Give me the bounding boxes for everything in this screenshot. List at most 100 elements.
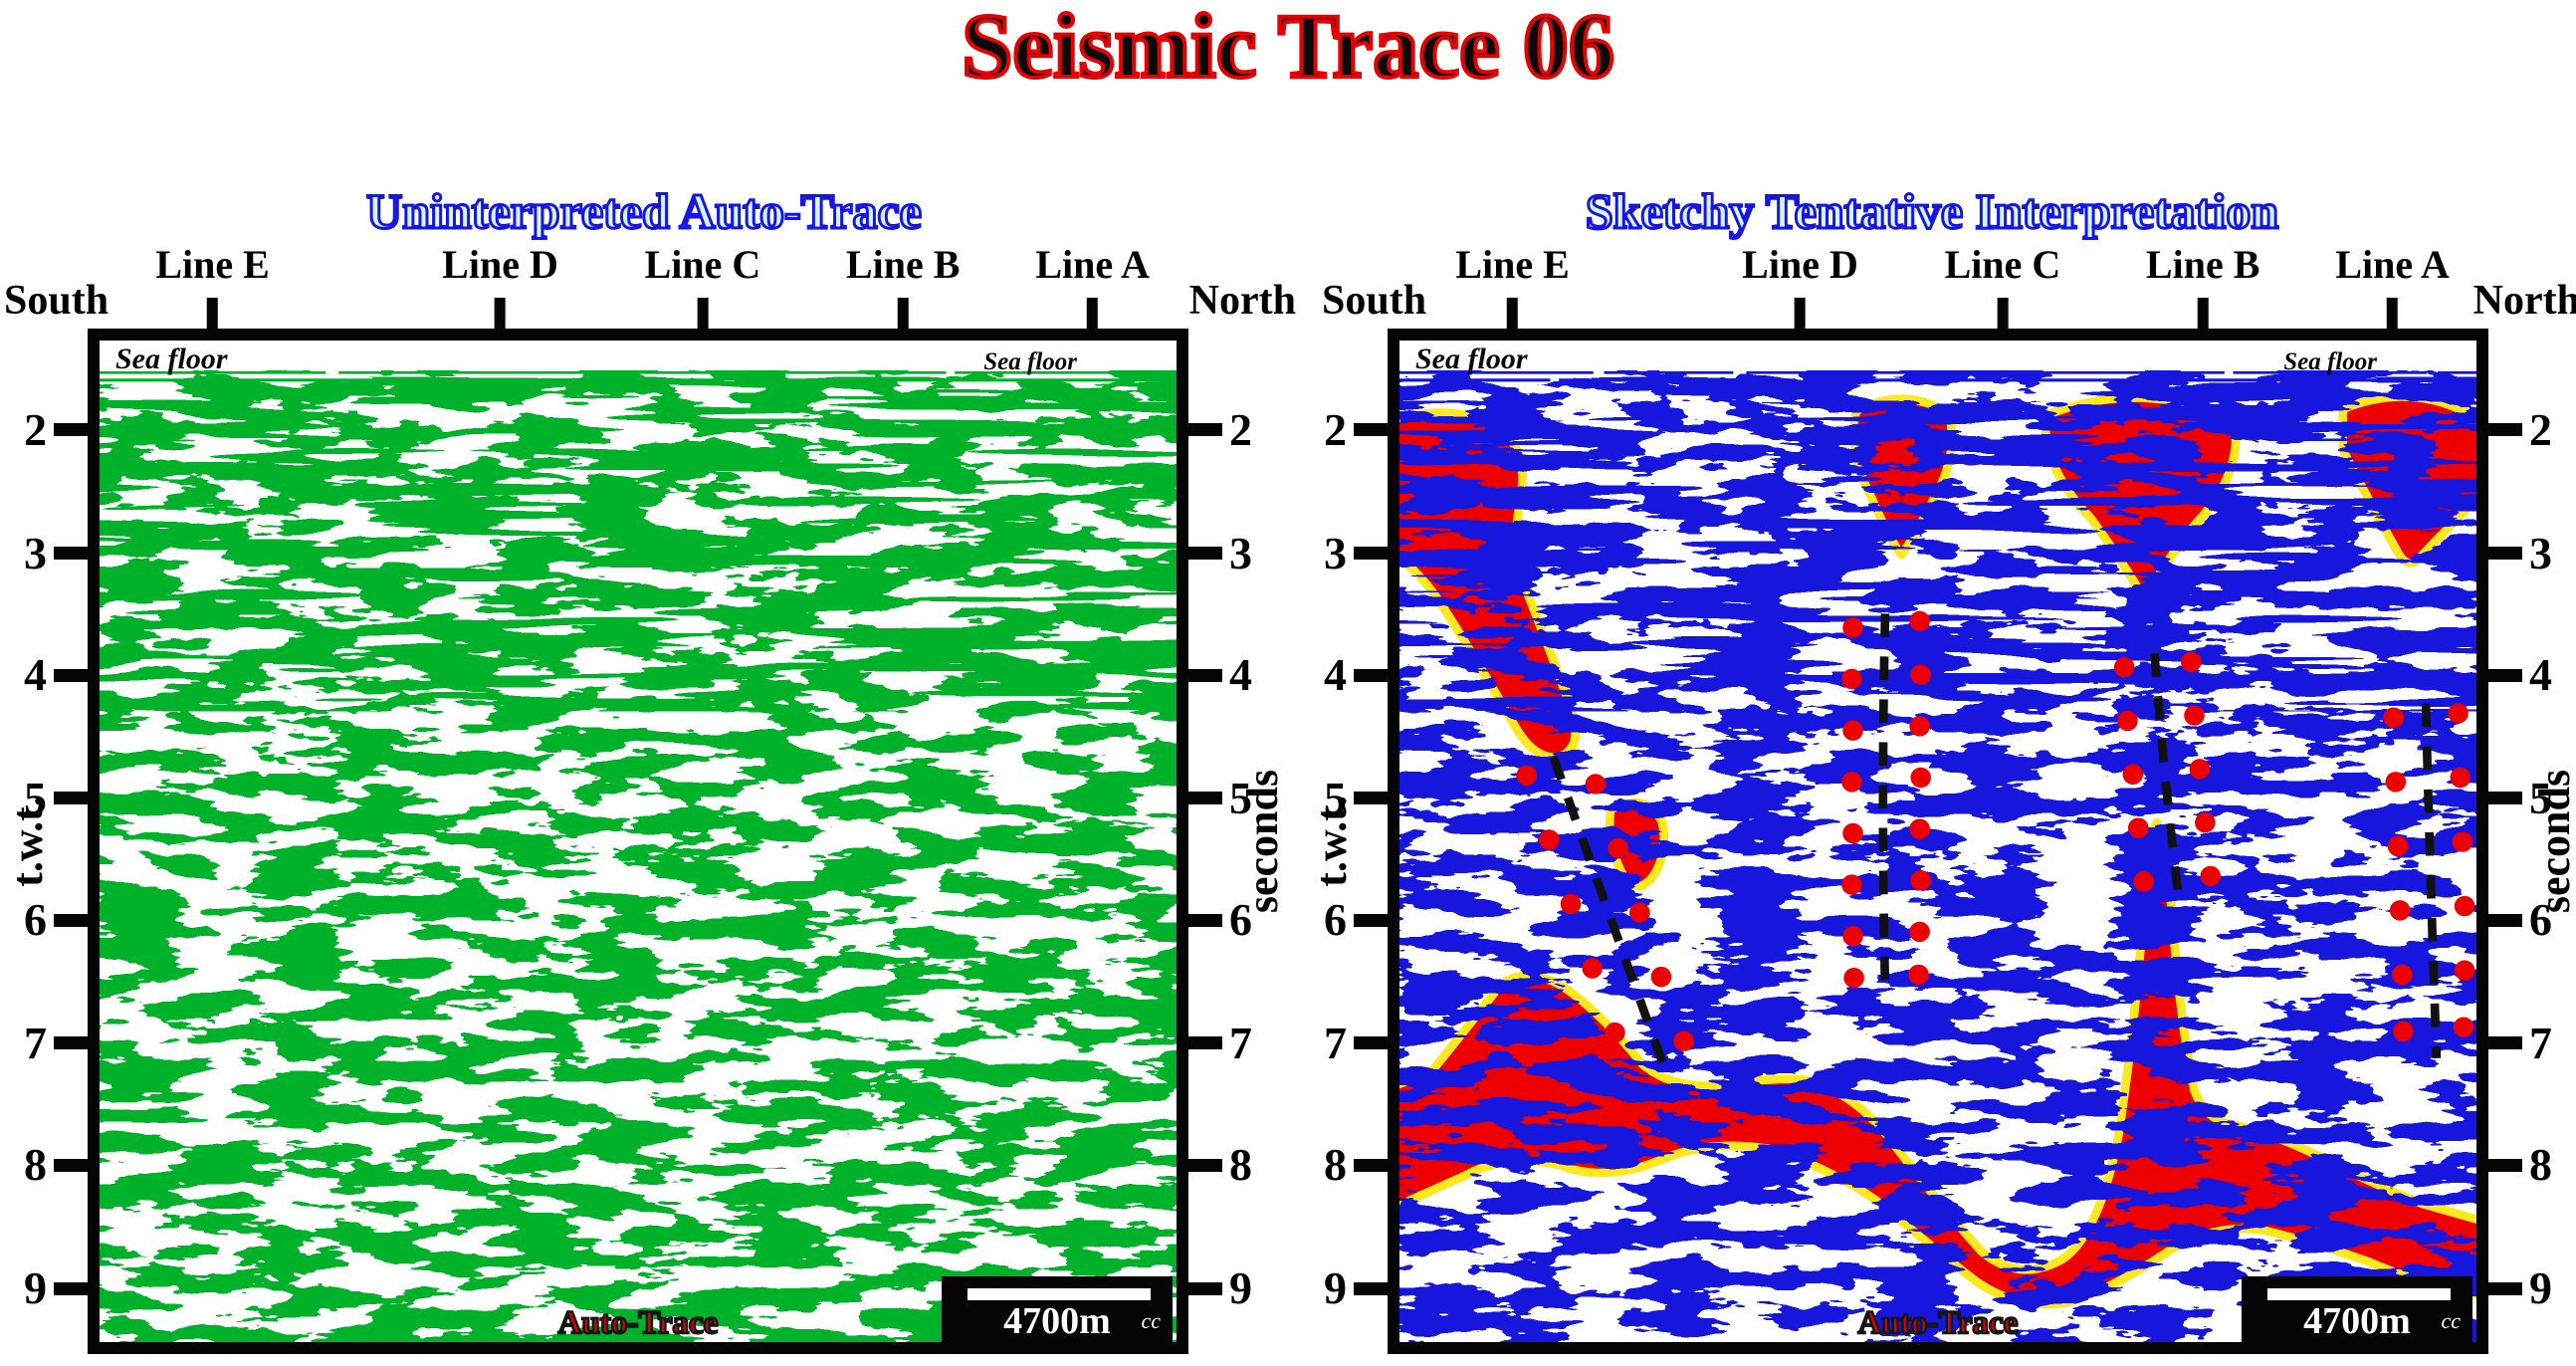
line-e-mark: Line E [1455, 241, 1570, 331]
fault-2 [1878, 613, 1890, 991]
tick-mark [1188, 792, 1222, 805]
tick-mark [1188, 1158, 1222, 1172]
panel-section-uninterpreted: Uninterpreted Auto-Trace South Line E Li… [0, 92, 1296, 1354]
line-label: Line C [1944, 242, 2061, 287]
tick-mark [2488, 423, 2522, 437]
seismic-trace-image-green [100, 341, 1177, 1342]
y-tick: 3 [24, 530, 88, 576]
fault-dots [1516, 610, 2475, 1051]
left-header-row: South Line E Line D Line C Line B Line A… [0, 239, 1296, 331]
y-tick: 3 [2488, 530, 2552, 576]
left-axis-gutter: t.w.t. 2 3 4 5 6 7 8 9 [1288, 329, 1388, 1354]
figure-title: Seismic Trace 06 [960, 0, 1616, 97]
line-label: Line B [2145, 242, 2260, 287]
right-header-row: South Line E Line D Line C Line B Line A… [1288, 239, 2576, 331]
left-body-row: t.w.t. 2 3 4 5 6 7 8 9 [0, 329, 1288, 1354]
line-tick [495, 298, 506, 331]
left-axis-gutter: t.w.t. 2 3 4 5 6 7 8 9 [0, 329, 88, 1354]
seismic-panel-interpretation: Sea floor Sea floor Auto-Trace 4700m cc [1388, 329, 2488, 1354]
y-tick: 5 [1324, 775, 1388, 821]
tick-mark [1354, 1281, 1388, 1295]
line-a-mark: Line A [1035, 241, 1150, 331]
fault-1 [1549, 756, 1673, 1081]
y-tick: 8 [1324, 1142, 1388, 1188]
north-label: North [1188, 278, 1296, 324]
seafloor-trace-line [100, 370, 1177, 382]
y-tick: 8 [24, 1142, 88, 1188]
y-tick: 6 [1188, 897, 1252, 943]
seismic-texture [1399, 389, 2476, 1342]
seafloor-label-left: Sea floor [1415, 342, 1528, 375]
line-c-mark: Line C [1944, 241, 2061, 331]
tick-mark [54, 668, 88, 682]
scale-bar-credit: cc [1141, 1308, 1161, 1333]
line-c-mark: Line C [644, 241, 761, 331]
y-tick: 7 [2488, 1020, 2552, 1066]
tick-mark [2488, 792, 2522, 805]
tick-mark [1354, 547, 1388, 561]
y-tick: 5 [2488, 775, 2552, 821]
line-e-mark: Line E [155, 241, 270, 331]
y-tick: 2 [2488, 406, 2552, 453]
tick-mark [2488, 1158, 2522, 1172]
line-label: Line C [644, 242, 761, 287]
y-tick: 7 [1324, 1020, 1388, 1066]
line-strip: Line E Line D Line C Line B Line A [100, 241, 1177, 331]
seafloor-label-left: Sea floor [115, 342, 228, 375]
right-axis-gutter: 2 3 4 5 6 7 8 9 seconds [1188, 329, 1288, 1354]
line-d-mark: Line D [442, 241, 558, 331]
y-tick: 2 [1188, 406, 1252, 453]
line-strip: Line E Line D Line C Line B Line A [1399, 241, 2476, 331]
tick-mark [54, 547, 88, 561]
y-tick: 5 [24, 775, 88, 821]
right-body-row: t.w.t. 2 3 4 5 6 7 8 9 [1288, 329, 2576, 1354]
y-tick: 9 [1324, 1265, 1388, 1311]
tick-mark [1188, 1036, 1222, 1050]
line-tick [1087, 298, 1099, 331]
tick-mark [1354, 1158, 1388, 1172]
y-tick: 8 [2488, 1142, 2552, 1188]
y-tick: 2 [24, 406, 88, 453]
y-tick: 7 [1188, 1020, 1252, 1066]
seafloor-trace-line [1399, 370, 2476, 382]
fault-4 [2421, 703, 2442, 1059]
y-tick: 9 [2488, 1265, 2552, 1311]
tick-mark [2488, 547, 2522, 561]
seconds-axis-label: seconds [1238, 769, 1287, 914]
seismic-trace-image-blue [1399, 341, 2476, 1342]
line-label: Line E [155, 242, 270, 287]
y-tick: 7 [24, 1020, 88, 1066]
scale-bar: 4700m cc [942, 1276, 1173, 1342]
south-label: South [1322, 278, 1427, 324]
autotrace-label: Auto-Trace [556, 1304, 719, 1342]
y-tick: 9 [24, 1265, 88, 1311]
y-tick: 8 [1188, 1142, 1252, 1188]
scale-bar-credit: cc [2441, 1308, 2461, 1333]
tick-mark [54, 1036, 88, 1050]
line-d-mark: Line D [1742, 241, 1858, 331]
line-tick [207, 298, 219, 331]
y-tick: 6 [24, 897, 88, 943]
tick-mark [2488, 668, 2522, 682]
tick-mark [54, 1158, 88, 1172]
y-tick: 5 [1188, 775, 1252, 821]
line-label: Line D [442, 242, 558, 287]
tick-mark [54, 913, 88, 927]
y-tick: 3 [1324, 530, 1388, 576]
line-tick [897, 298, 909, 331]
tick-mark [1354, 423, 1388, 437]
y-tick: 2 [1324, 406, 1388, 453]
right-panel-subtitle: Sketchy Tentative Interpretation [1584, 183, 2279, 239]
y-tick: 3 [1188, 530, 1252, 576]
line-label: Line A [1035, 242, 1150, 287]
tick-mark [54, 423, 88, 437]
tick-mark [2488, 913, 2522, 927]
tick-mark [1188, 1281, 1222, 1295]
line-label: Line E [1455, 242, 1570, 287]
tick-mark [1188, 423, 1222, 437]
line-b-mark: Line B [2146, 241, 2259, 331]
tick-mark [1188, 913, 1222, 927]
panel-section-interpretation: Sketchy Tentative Interpretation South L… [1288, 92, 2576, 1354]
scale-bar-rule [2267, 1288, 2451, 1300]
line-tick [1997, 298, 2009, 331]
